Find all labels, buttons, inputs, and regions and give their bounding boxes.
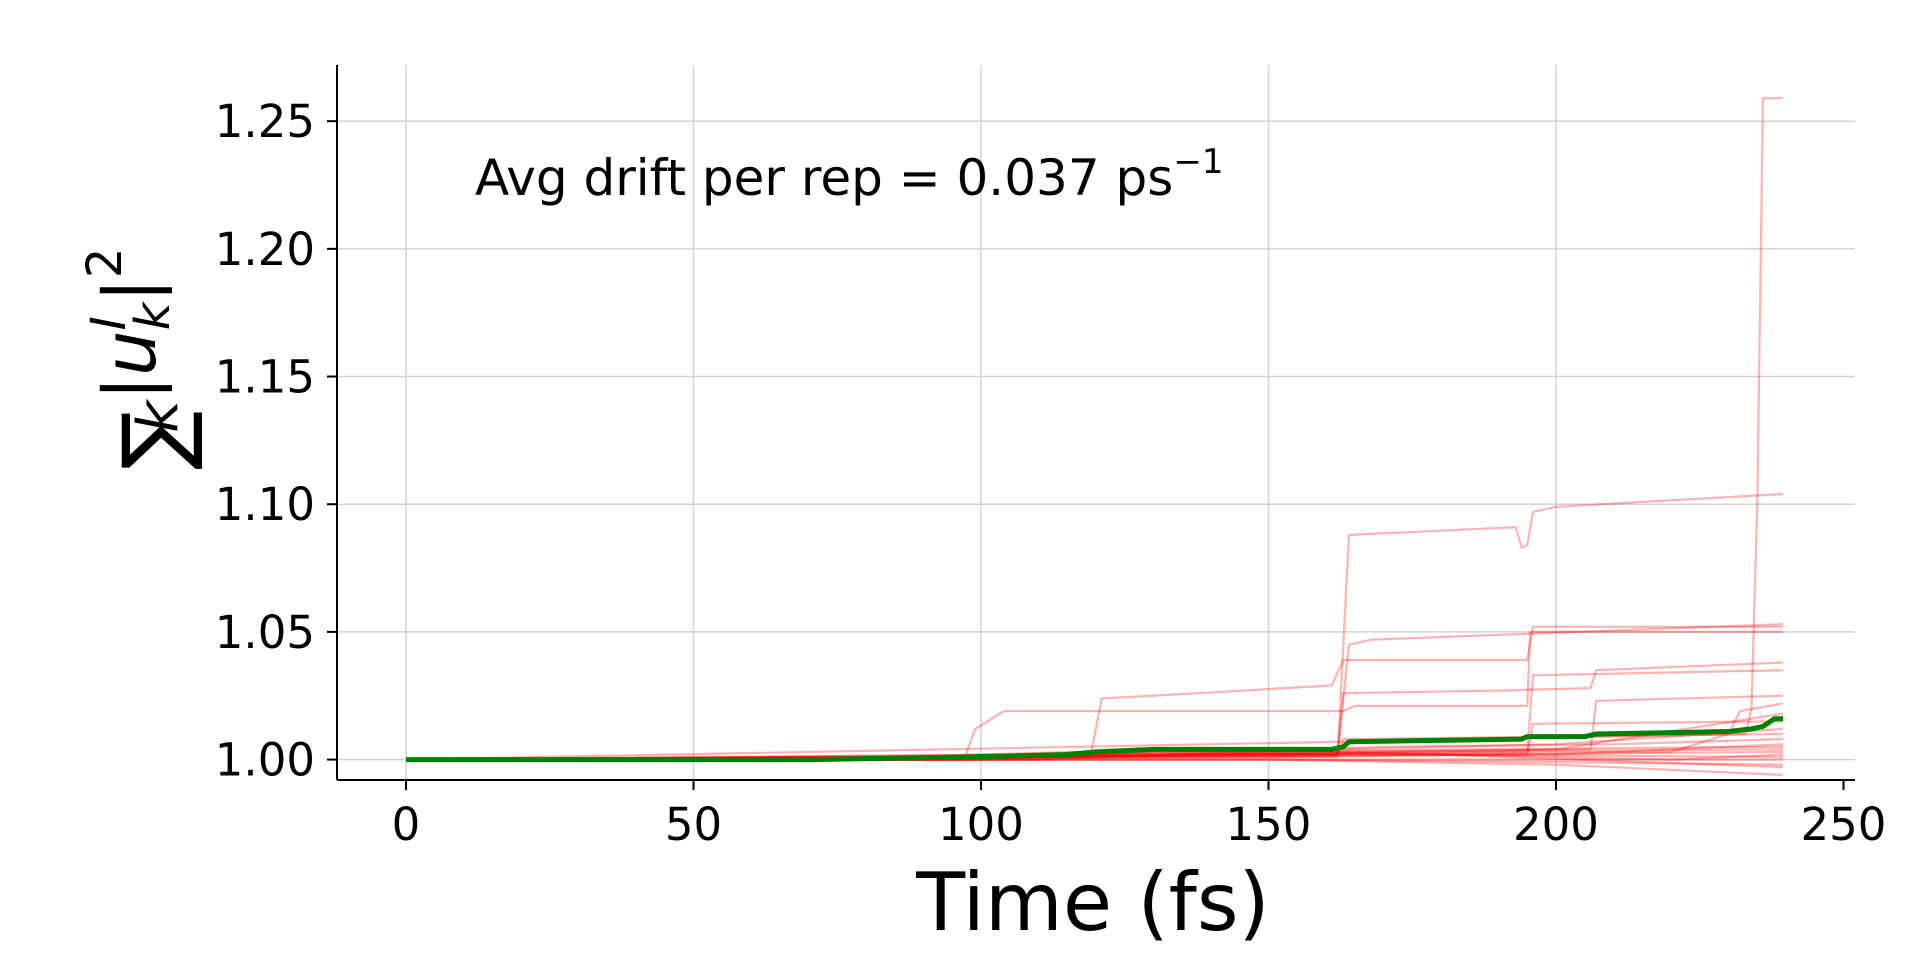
x-tick-label: 250 — [1801, 798, 1887, 851]
x-tick-label: 0 — [392, 798, 421, 851]
axes — [336, 65, 1855, 781]
y-title-sum: ∑ — [103, 411, 206, 470]
y-tick-label: 1.00 — [215, 734, 315, 787]
replica-line — [405, 748, 1784, 761]
replica-line — [405, 625, 1784, 761]
svg-text:∑k|uIk|2: ∑k|uIk|2 — [77, 248, 206, 470]
x-tick-label: 50 — [665, 798, 722, 851]
average-line-group — [406, 716, 1784, 763]
y-tick-label: 1.20 — [215, 223, 315, 276]
y-tick-label: 1.10 — [215, 478, 315, 531]
y-tick-label: 1.15 — [215, 351, 315, 404]
x-tick-label: 100 — [938, 798, 1024, 851]
annotation-main: Avg drift per rep = 0.037 ps — [475, 149, 1173, 207]
replica-line — [406, 758, 1784, 776]
y-title-power: 2 — [77, 248, 133, 279]
y-title-sum-sub: k — [126, 398, 191, 433]
x-axis-title: Time (fs) — [915, 856, 1269, 949]
y-title-sup: I — [81, 316, 137, 330]
annotation-sup: −1 — [1173, 142, 1223, 182]
y-title-sub: k — [125, 300, 181, 330]
y-tick-label: 1.05 — [215, 606, 315, 659]
average-line — [406, 716, 1784, 763]
y-axis-title: ∑k|uIk|2 — [77, 248, 206, 470]
y-title-close: | — [88, 278, 173, 302]
ticks: 0 50 100 150 200 250 1.00 1.05 1.10 1.15 1.20 1.25 — [215, 95, 1887, 851]
x-tick-label: 200 — [1513, 798, 1599, 851]
replica-line — [406, 630, 1784, 761]
annotation-text: Avg drift per rep = 0.037 ps−1 — [475, 142, 1223, 207]
y-title-body: |u — [88, 330, 173, 400]
x-tick-label: 150 — [1226, 798, 1312, 851]
y-tick-label: 1.25 — [215, 95, 315, 148]
replica-line — [405, 661, 1784, 761]
